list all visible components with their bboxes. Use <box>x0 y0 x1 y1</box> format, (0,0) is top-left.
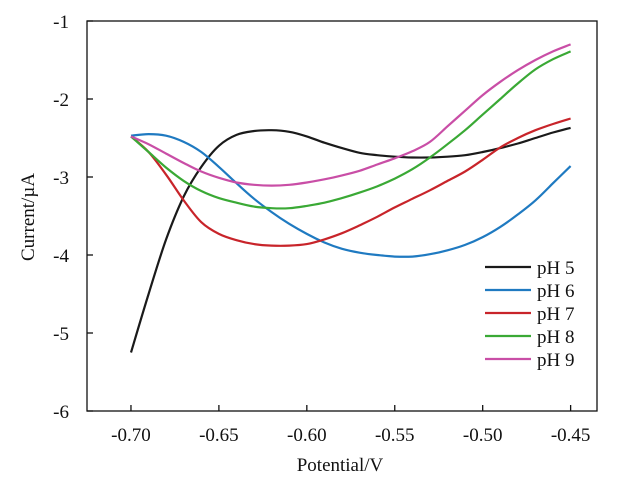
series-lines <box>129 43 572 353</box>
x-tick-label: -0.45 <box>551 425 591 446</box>
x-tick-label: -0.65 <box>199 425 239 446</box>
x-tick-label: -0.50 <box>463 425 503 446</box>
x-tick-label: -0.55 <box>375 425 415 446</box>
legend-label: pH 9 <box>537 350 574 371</box>
legend: pH 5pH 6pH 7pH 8pH 9 <box>485 258 574 371</box>
y-axis: -6 -5 -4 -3 -2 -1 <box>53 12 93 423</box>
x-axis-label: Potential/V <box>297 455 384 476</box>
legend-label: pH 8 <box>537 327 574 348</box>
series-line-ph-9 <box>130 43 572 187</box>
y-tick-label: -4 <box>53 246 69 267</box>
y-tick-label: -2 <box>53 90 69 111</box>
y-tick-label: -1 <box>53 12 69 33</box>
series-line-ph-8 <box>130 50 572 210</box>
y-axis-label: Current/µA <box>18 173 39 261</box>
legend-label: pH 7 <box>537 304 574 325</box>
series-line-ph-7 <box>130 117 571 247</box>
x-axis: -0.70 -0.65 -0.60 -0.55 -0.50 -0.45 <box>111 405 590 446</box>
legend-label: pH 6 <box>537 281 574 302</box>
plot-border <box>86 20 598 412</box>
y-tick-label: -6 <box>53 402 69 423</box>
x-tick-label: -0.60 <box>287 425 327 446</box>
y-tick-label: -3 <box>53 168 69 189</box>
x-tick-label: -0.70 <box>111 425 151 446</box>
plot-frame <box>86 20 598 412</box>
series-line-ph-6 <box>130 133 572 258</box>
legend-label: pH 5 <box>537 258 574 279</box>
y-tick-label: -5 <box>53 324 69 345</box>
